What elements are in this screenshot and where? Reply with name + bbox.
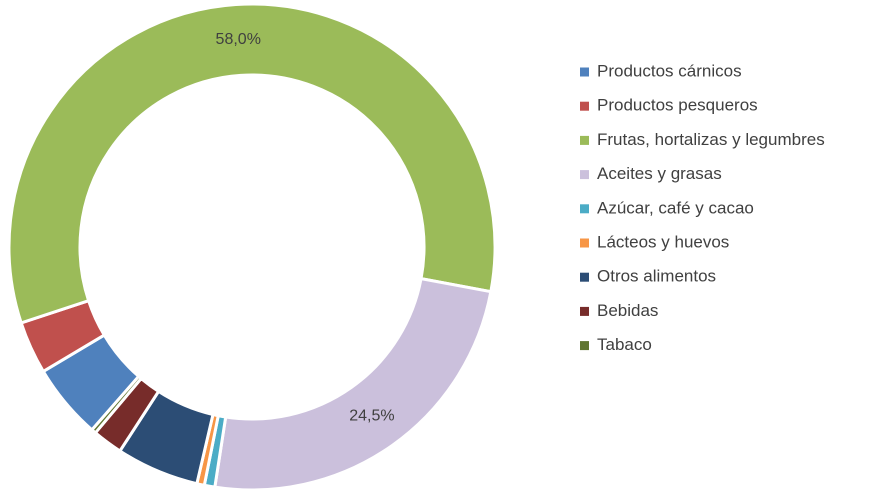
legend-label: Tabaco (597, 335, 652, 354)
data-label: 58,0% (216, 31, 261, 48)
legend-label: Frutas, hortalizas y legumbres (597, 130, 825, 149)
legend-label: Aceites y grasas (597, 164, 722, 183)
legend-swatch (580, 238, 589, 248)
legend-swatch (580, 170, 589, 180)
slice (213, 276, 493, 492)
legend-swatch (580, 306, 589, 316)
slice (89, 374, 144, 435)
legend-label: Otros alimentos (597, 267, 716, 286)
legend-swatch (580, 272, 589, 282)
legend-label: Productos pesqueros (597, 96, 758, 115)
legend-label: Bebidas (597, 301, 658, 320)
legend-swatch (580, 341, 589, 351)
legend-label: Azúcar, café y cacao (597, 198, 754, 217)
legend-swatch (580, 204, 589, 214)
slice (7, 2, 497, 325)
legend-label: Productos cárnicos (597, 61, 742, 80)
legend-swatch (580, 135, 589, 145)
legend-label: Lácteos y huevos (597, 232, 729, 251)
legend-swatch (580, 101, 589, 111)
legend-swatch (580, 67, 589, 77)
data-label: 24,5% (349, 408, 394, 425)
